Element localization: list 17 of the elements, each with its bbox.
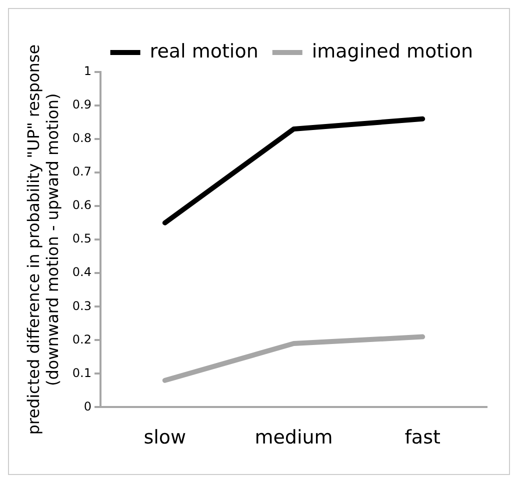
y-tick-label: 0.9 (72, 98, 92, 112)
y-tick-label: 0.2 (72, 332, 92, 346)
x-tick-label: fast (404, 426, 440, 449)
y-axis-title: predicted difference in probability "UP" response (downward motion - upward motion) (24, 44, 62, 435)
y-tick-label: 0.1 (72, 366, 92, 380)
y-tick-label: 0.5 (72, 232, 92, 246)
x-tick-label: slow (144, 426, 186, 449)
y-tick-label: 0.3 (72, 298, 92, 313)
y-tick-label: 0.7 (72, 164, 92, 179)
y-tick-label: 1 (84, 64, 92, 78)
x-tick-label: medium (254, 426, 333, 449)
legend-label: imagined motion (312, 40, 474, 62)
y-tick-label: 0.6 (72, 198, 92, 212)
y-tick-label: 0.8 (72, 131, 92, 146)
y-tick-label: 0 (84, 399, 92, 414)
legend-label: real motion (150, 40, 258, 62)
y-tick-label: 0.4 (72, 265, 92, 280)
